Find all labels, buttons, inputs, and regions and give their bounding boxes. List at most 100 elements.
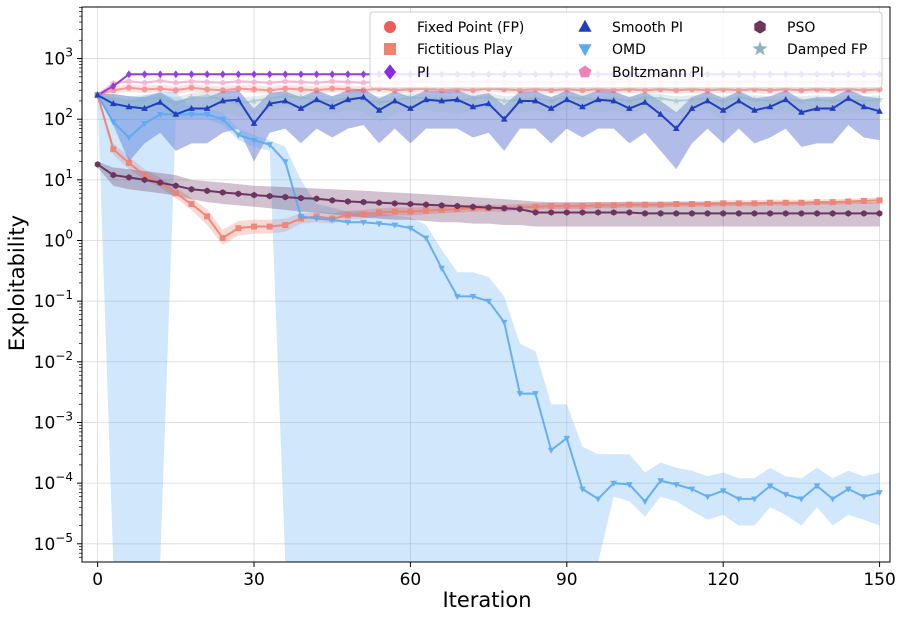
point-smooth-pi xyxy=(407,104,414,111)
point-fixed-point-fp xyxy=(548,87,555,94)
point-fixed-point-fp xyxy=(673,87,680,94)
point-omd xyxy=(250,137,258,144)
point-pso xyxy=(298,194,304,202)
point-omd xyxy=(454,293,461,300)
point-damped-fp xyxy=(297,93,305,101)
point-omd xyxy=(626,482,633,489)
point-smooth-pi xyxy=(156,98,164,105)
point-fictitious-play xyxy=(829,199,836,206)
point-fixed-point-fp xyxy=(297,86,304,93)
point-damped-fp xyxy=(875,95,884,103)
legend-marker-fixed-point-fp xyxy=(384,21,396,33)
point-omd xyxy=(375,221,383,228)
point-omd xyxy=(704,494,711,501)
point-omd xyxy=(391,222,399,229)
point-damped-fp xyxy=(203,92,211,100)
point-fixed-point-fp xyxy=(610,87,617,94)
point-fixed-point-fp xyxy=(266,87,273,94)
point-omd xyxy=(813,483,821,490)
axes: 0 30 60 90 120 150 10−5 10−4 10−3 10−2 10−1 100 101 1… xyxy=(34,6,896,590)
point-pso xyxy=(126,174,132,181)
point-omd xyxy=(438,265,445,272)
point-fixed-point-fp xyxy=(251,86,258,93)
point-smooth-pi xyxy=(766,103,774,110)
point-smooth-pi xyxy=(235,96,242,103)
legend-marker-damped-fp xyxy=(752,41,768,56)
y-tick-label: 10−2 xyxy=(34,349,73,373)
point-smooth-pi xyxy=(516,97,524,104)
point-omd xyxy=(328,217,336,224)
point-pso xyxy=(501,205,508,212)
point-pso xyxy=(782,210,789,217)
x-tick-label: 0 xyxy=(92,570,103,590)
point-pso xyxy=(157,179,164,186)
point-pso xyxy=(626,209,633,216)
point-pso xyxy=(110,171,117,179)
point-damped-fp xyxy=(828,97,837,105)
y-tick-label: 101 xyxy=(44,167,73,191)
point-pi xyxy=(141,70,148,79)
point-pso xyxy=(141,176,148,184)
point-smooth-pi xyxy=(454,96,461,103)
point-omd xyxy=(641,499,649,506)
point-boltzmann-pi xyxy=(125,78,133,85)
point-fixed-point-fp xyxy=(110,87,117,94)
legend-marker-pi xyxy=(384,64,396,80)
y-tick-label: 103 xyxy=(44,46,73,70)
point-fictitious-play xyxy=(423,207,430,214)
point-pso xyxy=(266,192,273,200)
point-smooth-pi xyxy=(532,97,539,104)
point-fictitious-play xyxy=(860,197,867,204)
point-damped-fp xyxy=(547,97,555,105)
band-smooth-pi xyxy=(97,88,880,170)
point-fictitious-play xyxy=(767,199,774,206)
point-omd xyxy=(125,135,133,142)
point-fictitious-play xyxy=(251,223,258,230)
point-pso xyxy=(454,202,461,210)
point-omd xyxy=(563,435,571,442)
point-fictitious-play xyxy=(125,159,132,166)
legend-marker-pso xyxy=(754,20,766,34)
point-smooth-pi xyxy=(313,96,320,103)
point-damped-fp xyxy=(234,99,243,107)
point-pso xyxy=(485,204,492,211)
point-boltzmann-pi xyxy=(172,79,179,86)
series-fixed-point-fp xyxy=(94,84,883,99)
point-fictitious-play xyxy=(141,172,148,179)
x-tick-label: 60 xyxy=(400,570,422,590)
point-omd xyxy=(829,496,836,503)
point-fictitious-play xyxy=(219,235,226,242)
point-omd xyxy=(500,319,508,326)
point-omd xyxy=(422,235,430,242)
point-fictitious-play xyxy=(266,223,273,230)
point-damped-fp xyxy=(672,97,680,105)
point-omd xyxy=(282,159,289,166)
point-boltzmann-pi xyxy=(141,79,148,86)
point-boltzmann-pi xyxy=(157,77,164,84)
legend-label-pso: PSO xyxy=(787,20,815,36)
point-pso xyxy=(610,209,617,216)
point-omd xyxy=(766,483,774,490)
point-pso xyxy=(391,200,398,207)
x-tick-label: 30 xyxy=(243,570,265,590)
point-fixed-point-fp xyxy=(141,86,148,93)
point-fixed-point-fp xyxy=(219,87,226,94)
point-pso xyxy=(736,210,742,217)
point-omd xyxy=(719,488,727,495)
point-fixed-point-fp xyxy=(829,87,836,94)
point-pso xyxy=(720,210,726,217)
point-fixed-point-fp xyxy=(516,87,523,94)
point-damped-fp xyxy=(688,95,696,103)
point-damped-fp xyxy=(860,97,868,105)
point-pso xyxy=(767,210,773,217)
point-smooth-pi xyxy=(860,103,868,110)
point-smooth-pi xyxy=(375,106,383,113)
y-tick-label: 100 xyxy=(44,228,73,252)
band-pso xyxy=(97,161,880,227)
point-smooth-pi xyxy=(563,96,571,103)
point-omd xyxy=(109,119,117,126)
point-smooth-pi xyxy=(782,96,790,103)
point-fictitious-play xyxy=(407,208,414,215)
point-fictitious-play xyxy=(735,200,742,207)
